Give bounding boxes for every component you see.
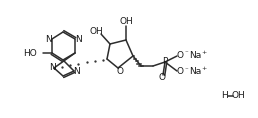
- Text: +: +: [201, 67, 207, 72]
- Text: P: P: [162, 57, 168, 67]
- Text: N: N: [46, 34, 52, 44]
- Text: H: H: [221, 91, 227, 101]
- Text: O: O: [176, 67, 183, 76]
- Text: OH: OH: [231, 91, 245, 101]
- Text: HO: HO: [23, 48, 37, 57]
- Text: Na: Na: [189, 67, 201, 76]
- Text: ⁻: ⁻: [184, 50, 188, 56]
- Text: N: N: [49, 63, 55, 72]
- Text: Na: Na: [189, 51, 201, 59]
- Text: O: O: [117, 67, 124, 76]
- Text: N: N: [75, 34, 81, 44]
- Text: N: N: [74, 67, 80, 76]
- Text: ⁻: ⁻: [184, 67, 188, 73]
- Text: OH: OH: [119, 17, 133, 25]
- Text: OH: OH: [89, 27, 103, 36]
- Text: O: O: [158, 72, 165, 82]
- Text: O: O: [176, 51, 183, 59]
- Text: +: +: [201, 49, 207, 55]
